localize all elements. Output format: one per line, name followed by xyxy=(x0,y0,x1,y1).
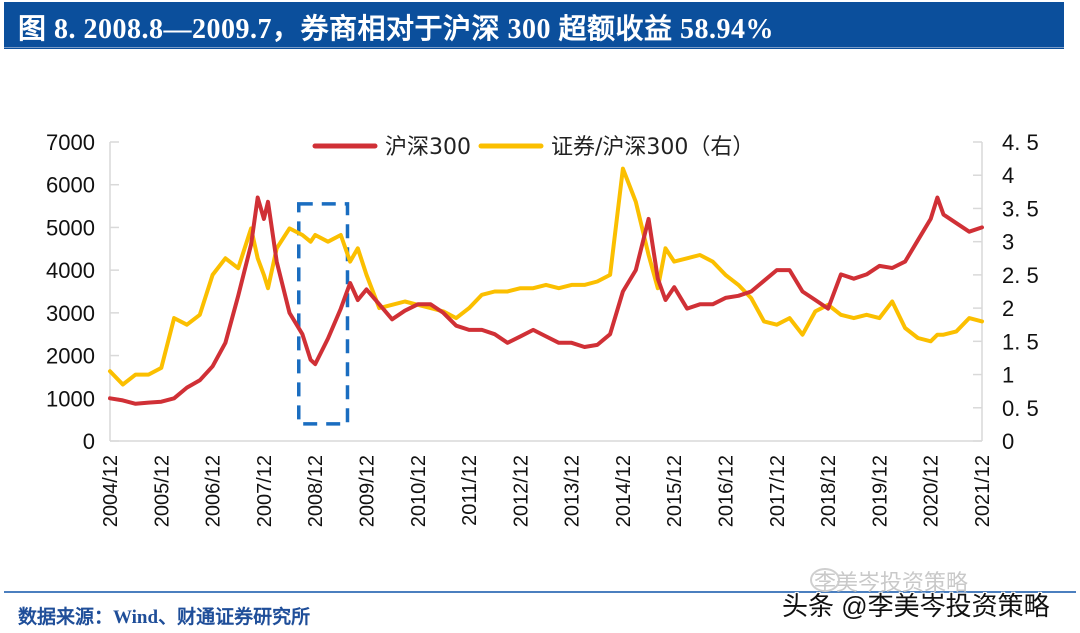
left-axis-tick-label: 7000 xyxy=(46,130,95,155)
x-axis-tick-label: 2020/12 xyxy=(921,455,943,527)
right-axis-tick-label: 1. 5 xyxy=(1002,329,1039,354)
right-axis-tick-label: 1 xyxy=(1002,363,1014,388)
right-axis-tick-label: 3. 5 xyxy=(1002,196,1039,221)
x-axis-tick-label: 2016/12 xyxy=(716,455,738,527)
right-axis-tick-label: 2. 5 xyxy=(1002,263,1039,288)
line-chart: 沪深300 证券/沪深300（右） 0 1000 2000 3000 4000 5000 6… xyxy=(46,130,1039,527)
left-axis-tick-label: 4000 xyxy=(46,258,95,283)
x-axis-tick-label: 2014/12 xyxy=(613,455,635,527)
x-axis-tick-label: 2005/12 xyxy=(151,455,173,527)
figure-title-bar: 图 8. 2008.8—2009.7，券商相对于沪深 300 超额收益 58.9… xyxy=(4,2,1064,49)
x-axis-tick-label: 2009/12 xyxy=(356,455,378,527)
x-axis-tick-label: 2006/12 xyxy=(203,455,225,527)
x-axis-tick-label: 2021/12 xyxy=(972,455,994,527)
left-axis-tick-label: 5000 xyxy=(46,215,95,240)
x-axis-tick-label: 2004/12 xyxy=(100,455,122,527)
highlight-box-group xyxy=(297,202,350,426)
x-axis-tick-label: 2019/12 xyxy=(869,455,891,527)
legend-label-ratio: 证券/沪深300（右） xyxy=(551,135,754,160)
x-axis-tick-label: 2013/12 xyxy=(562,455,584,527)
x-axis-tick-label: 2012/12 xyxy=(510,455,532,527)
highlight-box xyxy=(297,202,350,426)
x-axis-tick-label: 2008/12 xyxy=(305,455,327,527)
title-divider xyxy=(4,47,1064,48)
series-line-ratio xyxy=(108,166,984,387)
footer-divider xyxy=(4,591,1076,593)
watermark-faint: 李美岑投资策略 xyxy=(814,570,969,595)
right-axis-tick-label: 3 xyxy=(1002,230,1014,255)
x-axis-tick-label: 2010/12 xyxy=(408,455,430,527)
wechat-icon xyxy=(810,568,840,592)
right-axis-tick-label: 0. 5 xyxy=(1002,396,1039,421)
left-axis-tick-label: 0 xyxy=(83,429,95,454)
legend-label-csi300: 沪深300 xyxy=(385,135,471,160)
x-axis-tick-label: 2007/12 xyxy=(254,455,276,527)
legend: 沪深300 证券/沪深300（右） xyxy=(312,135,754,160)
right-axis-tick-label: 4 xyxy=(1002,163,1014,188)
x-axis-tick-label: 2011/12 xyxy=(459,455,481,526)
left-axis-tick-label: 1000 xyxy=(46,386,95,411)
x-axis-tick-label: 2018/12 xyxy=(818,455,840,527)
right-axis-tick-label: 4. 5 xyxy=(1002,130,1039,155)
series-line-csi300 xyxy=(108,195,984,406)
series-group xyxy=(108,166,984,406)
right-axis-tick-label: 0 xyxy=(1002,429,1014,454)
left-axis-tick-label: 6000 xyxy=(46,173,95,198)
watermark: 头条 @李美岑投资策略 xyxy=(782,591,1050,621)
x-axis-tick-label: 2015/12 xyxy=(664,455,686,527)
left-axis-tick-label: 3000 xyxy=(46,301,95,326)
x-axis-tick-label: 2017/12 xyxy=(767,455,789,527)
data-source: 数据来源：Wind、财通证券研究所 xyxy=(18,607,311,628)
figure-title: 图 8. 2008.8—2009.7，券商相对于沪深 300 超额收益 58.9… xyxy=(18,14,775,45)
left-axis-tick-label: 2000 xyxy=(46,344,95,369)
axes: 0 1000 2000 3000 4000 5000 6000 7000 0 0. 5 1 1. 5 2… xyxy=(46,130,1039,527)
right-axis-tick-label: 2 xyxy=(1002,296,1014,321)
